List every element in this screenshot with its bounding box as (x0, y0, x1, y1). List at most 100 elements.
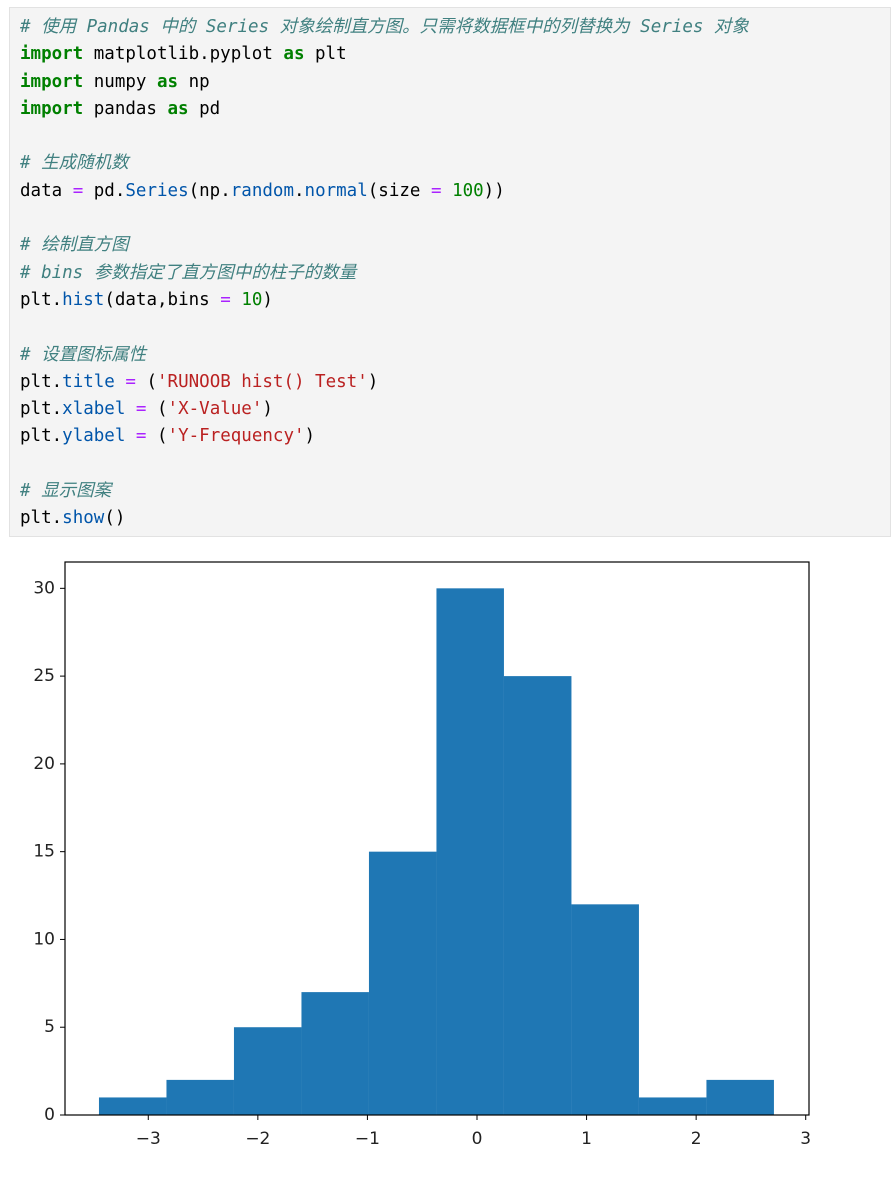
code-token (231, 290, 242, 310)
code-token: (data,bins (104, 289, 221, 310)
code-token: ylabel (62, 426, 126, 447)
code-token (125, 399, 136, 419)
chart: 0 5 10 15 20 25 30 −3 −2 −1 0 1 2 3 (33, 561, 811, 1149)
code-token: show (62, 508, 105, 529)
code-token: = (430, 180, 442, 201)
code-token: )) (483, 180, 505, 201)
code-token: ( (146, 399, 168, 420)
bar (301, 992, 369, 1115)
code-token: # 使用 Pandas 中的 Series 对象绘制直方图。只需将数据框中的列替… (20, 17, 749, 37)
code-token: 'X-Value' (167, 399, 263, 420)
code-token: import (20, 44, 84, 65)
code-token: import (20, 98, 84, 119)
y-tick-label: 30 (33, 578, 55, 598)
code-token: normal (304, 180, 368, 201)
code-token: pd (188, 98, 221, 119)
code-token: numpy (83, 71, 157, 92)
code-token: data (20, 180, 73, 201)
code-line: # 使用 Pandas 中的 Series 对象绘制直方图。只需将数据框中的列替… (20, 14, 890, 41)
code-token: () (104, 508, 126, 529)
code-token: = (220, 289, 231, 310)
x-tick-label: 3 (800, 1129, 811, 1149)
code-line: # 设置图标属性 (20, 342, 890, 369)
code-token: Series (125, 180, 189, 201)
code-token: = (72, 180, 84, 201)
code-token: 100 (452, 180, 484, 201)
code-token: pandas (83, 98, 168, 119)
code-token: (size (367, 180, 431, 201)
code-token: ( (135, 371, 158, 392)
code-line (20, 314, 890, 341)
y-tick-label: 5 (44, 1017, 55, 1037)
code-token: plt (304, 44, 347, 65)
code-token: ) (262, 289, 273, 310)
y-tick-label: 25 (33, 666, 55, 686)
code-token: = (125, 371, 136, 392)
bar (368, 851, 437, 1115)
code-line: # bins 参数指定了直方图中的柱子的数量 (20, 260, 890, 287)
x-tick-label: −2 (245, 1129, 270, 1149)
code-token: ( (146, 426, 168, 447)
code-token: hist (62, 289, 105, 310)
code-line: plt.xlabel = ('X-Value') (20, 396, 890, 423)
code-token: random (230, 180, 294, 201)
bar (233, 1027, 302, 1115)
code-token: as (167, 98, 189, 119)
bar (706, 1079, 774, 1115)
x-tick-label: 0 (472, 1129, 483, 1149)
code-token: # 显示图案 (20, 481, 112, 502)
x-tick-label: −3 (136, 1129, 161, 1149)
code-token (125, 426, 136, 446)
code-token: # 生成随机数 (20, 153, 129, 174)
x-tick-label: 1 (581, 1129, 592, 1149)
code-line: # 显示图案 (20, 478, 890, 505)
bar (571, 904, 639, 1115)
code-token: 10 (241, 289, 263, 310)
code-line: plt.hist(data,bins = 10) (20, 287, 890, 314)
code-token: np (178, 71, 210, 92)
code-line: plt.title = ('RUNOOB hist() Test') (20, 369, 890, 396)
code-token: . (293, 180, 305, 201)
code-token: = (135, 399, 147, 420)
code-token: ) (262, 399, 273, 420)
code-line (20, 205, 890, 232)
code-token: (np. (188, 180, 231, 201)
bar (436, 588, 504, 1115)
y-tick-label: 20 (33, 754, 55, 774)
code-line: import matplotlib.pyplot as plt (20, 41, 890, 68)
code-token: pd. (83, 180, 126, 201)
code-token: ) (367, 371, 379, 392)
code-line: # 绘制直方图 (20, 232, 890, 259)
code-token: title (62, 371, 115, 392)
code-block: # 使用 Pandas 中的 Series 对象绘制直方图。只需将数据框中的列替… (9, 7, 891, 537)
code-token: plt. (20, 426, 63, 447)
code-line: data = pd.Series(np.random.normal(size =… (20, 178, 890, 205)
code-token: as (156, 71, 179, 92)
axes-frame (64, 561, 810, 1116)
code-token: plt. (20, 508, 63, 529)
code-token: matplotlib.pyplot (83, 44, 284, 65)
code-token: plt. (20, 399, 63, 420)
bar (638, 1097, 707, 1115)
code-token (115, 372, 126, 392)
code-token: 'RUNOOB hist() Test' (157, 371, 368, 392)
y-tick-label: 15 (33, 842, 55, 862)
y-tick-label: 10 (33, 929, 55, 949)
code-token: xlabel (62, 399, 126, 420)
code-line: import numpy as np (20, 69, 890, 96)
x-tick-label: 2 (691, 1129, 702, 1149)
code-token: import (20, 71, 84, 92)
code-line: plt.show() (20, 505, 890, 532)
code-token: plt. (20, 289, 63, 310)
y-tick-label: 0 (44, 1105, 55, 1125)
code-token (442, 181, 453, 201)
code-line: plt.ylabel = ('Y-Frequency') (20, 423, 890, 450)
code-token: # 绘制直方图 (20, 235, 129, 256)
code-line (20, 123, 890, 150)
code-token: = (135, 426, 147, 447)
code-line: # 生成随机数 (20, 150, 890, 177)
x-tick-label: −1 (355, 1129, 380, 1149)
code-token: plt. (20, 371, 63, 392)
code-token: # 设置图标属性 (20, 344, 147, 365)
